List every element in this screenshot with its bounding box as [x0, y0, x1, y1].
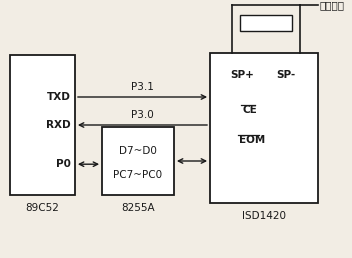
- Text: 89C52: 89C52: [26, 203, 59, 213]
- Text: PC7~PC0: PC7~PC0: [113, 170, 163, 180]
- Text: TXD: TXD: [47, 92, 71, 102]
- Bar: [210, 53, 318, 203]
- Text: P3.1: P3.1: [131, 82, 154, 92]
- Text: SP+: SP+: [231, 70, 254, 80]
- Text: P3.0: P3.0: [131, 110, 154, 120]
- Bar: [102, 127, 174, 195]
- Text: P0: P0: [56, 159, 71, 169]
- Text: ISD1420: ISD1420: [242, 211, 286, 221]
- Text: 8255A: 8255A: [121, 203, 155, 213]
- Text: RXD: RXD: [46, 120, 71, 130]
- Text: CE: CE: [242, 105, 257, 115]
- Text: EOM: EOM: [239, 135, 265, 145]
- Bar: [10, 55, 75, 195]
- Text: D7~D0: D7~D0: [119, 146, 157, 156]
- Text: 至电话线: 至电话线: [320, 0, 345, 10]
- Text: SP-: SP-: [276, 70, 295, 80]
- Bar: [240, 15, 292, 31]
